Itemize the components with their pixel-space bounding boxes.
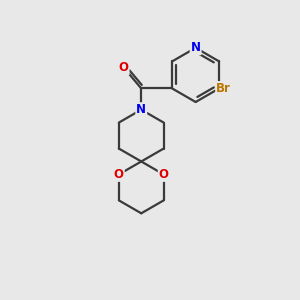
Text: O: O	[159, 168, 169, 181]
Text: Br: Br	[216, 82, 231, 95]
Text: O: O	[114, 168, 124, 181]
Text: N: N	[136, 103, 146, 116]
Text: O: O	[118, 61, 129, 74]
Text: N: N	[190, 41, 201, 54]
